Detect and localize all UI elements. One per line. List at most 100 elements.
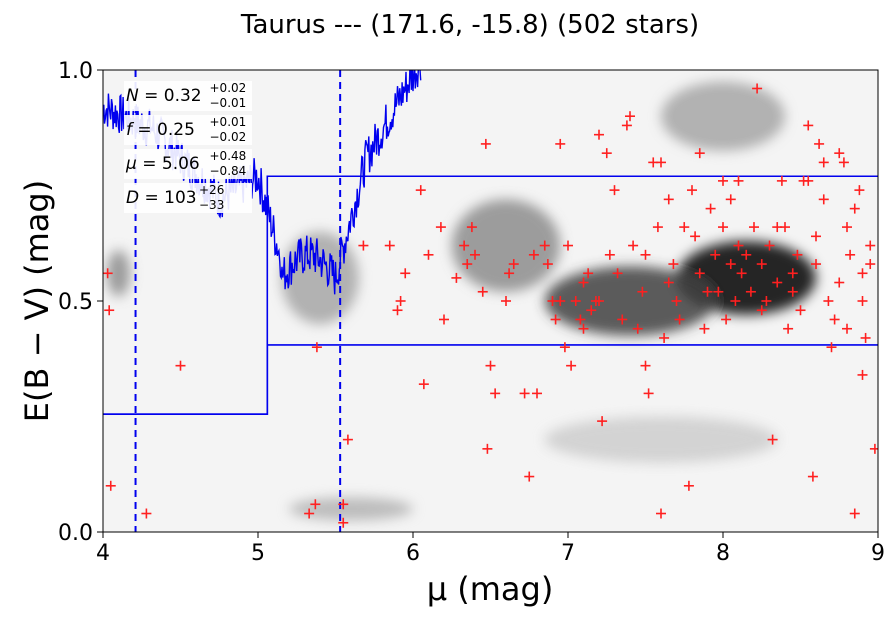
x-axis-ticks: 4 5 6 7 8 9 [96,532,885,566]
star-point [563,240,573,251]
star-point [668,259,679,270]
star-point [508,259,519,270]
star-point [594,296,604,306]
star-point [625,111,635,122]
param-upper-error: +26 [199,183,224,197]
star-point [604,249,615,260]
star-point [736,268,747,279]
star-point [480,138,491,149]
param-lower-error: −0.84 [210,164,247,178]
star-point [849,203,860,214]
star-point [679,222,690,233]
star-point [787,286,798,297]
star-point [439,314,449,325]
param-1: f = 0.25 +0.01−0.02 [124,115,252,145]
star-point [776,175,787,186]
star-point [865,240,876,251]
star-point [539,240,550,251]
param-0: N = 0.32 +0.02−0.01 [124,81,252,111]
star-point [141,508,152,519]
star-point [787,268,798,279]
star-point [519,388,530,399]
param-upper-error: +0.01 [210,115,247,129]
param-value: D = 103 [126,188,197,208]
param-value: f = 0.25 [126,120,195,140]
star-point [570,296,581,306]
star-point [628,240,639,251]
star-point [690,231,701,242]
star-point [725,194,736,205]
star-point [741,249,752,260]
star-point [687,185,697,196]
star-point [601,148,612,159]
star-point [674,314,685,325]
chart-title: Taurus --- (171.6, -15.8) (502 stars) [240,10,699,40]
star-point [532,388,542,399]
star-point [699,323,710,334]
star-point [749,222,759,233]
star-point [702,286,713,297]
star-point [550,314,561,325]
y-tick-label: 0.5 [58,290,93,315]
star-point [857,268,868,279]
param-lower-error: −0.01 [210,96,247,110]
star-point [612,268,623,279]
star-point [105,480,116,491]
x-axis-label: μ (mag) [427,570,554,608]
star-point [395,296,406,306]
star-point [752,83,763,94]
star-point [311,342,322,353]
star-point [656,508,666,519]
x-tick-label: 5 [251,541,265,566]
star-point [466,222,477,233]
star-point [462,259,473,270]
star-point [834,148,845,159]
star-point [713,286,724,297]
star-point [415,185,426,196]
star-point [637,286,648,297]
star-point [803,120,814,131]
param-upper-error: +0.48 [210,149,247,163]
density-blob-3 [281,231,359,325]
star-point [555,296,566,306]
param-lower-error: −0.02 [210,130,247,144]
star-point [869,443,878,454]
star-point [733,240,744,251]
y-tick-label: 0.0 [58,521,93,546]
star-point [842,222,852,233]
star-point [175,360,186,371]
star-point [772,222,783,233]
star-point [860,332,871,343]
x-tick-label: 9 [871,541,885,566]
star-point [854,185,865,196]
star-point [772,277,783,288]
star-point [857,296,868,306]
star-point [811,231,821,242]
star-point [304,508,315,519]
star-point [501,296,511,306]
star-point [683,480,694,491]
star-point [528,249,539,260]
star-point [663,194,674,205]
star-point [783,323,794,334]
param-2: μ = 5.06 +0.48−0.84 [124,149,252,179]
star-point [575,314,586,325]
star-point [435,222,446,233]
star-point [555,138,566,149]
star-point [818,157,829,168]
y-axis-label: E(B − V) (mag) [18,180,56,422]
star-point [718,222,728,233]
star-point [663,277,674,288]
star-point [811,259,821,270]
star-point [842,323,852,334]
density-blob-1 [544,266,716,336]
star-point [384,240,395,251]
star-point [400,268,411,279]
star-point [583,268,594,279]
star-point [490,388,501,399]
star-point [792,249,803,260]
star-point [470,249,480,260]
star-point [597,416,608,427]
y-axis-ticks: 0.0 0.5 1.0 [58,59,103,546]
star-point [477,286,488,297]
